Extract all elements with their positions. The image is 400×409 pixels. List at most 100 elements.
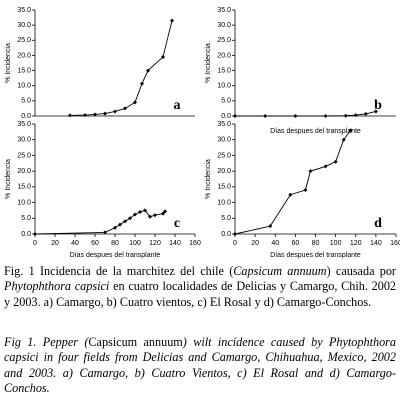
- caption-en: Fig 1. Pepper (Capsicum annuum) wilt inc…: [4, 335, 396, 396]
- data-point: [323, 164, 328, 169]
- panel-label: a: [174, 98, 181, 113]
- y-tick-label: 30.0: [217, 22, 231, 29]
- data-point: [373, 109, 378, 114]
- x-tick-label: 100: [129, 240, 141, 247]
- data-point: [143, 208, 147, 213]
- x-tick-label: 40: [271, 240, 279, 247]
- data-point: [163, 209, 167, 214]
- x-tick-label: 80: [111, 240, 119, 247]
- data-point: [170, 18, 174, 23]
- y-tick-label: 5.0: [221, 98, 231, 105]
- y-tick-label: 20.0: [217, 168, 231, 175]
- panel-label: d: [374, 216, 382, 231]
- data-point: [348, 128, 353, 133]
- y-tick-label: 10.0: [217, 83, 231, 90]
- x-tick-label: 160: [189, 240, 201, 247]
- x-tick-label: 140: [370, 240, 382, 247]
- y-tick-label: 20.0: [217, 52, 231, 59]
- caption-text: Capsicum annuum: [88, 335, 183, 349]
- data-point: [333, 159, 338, 164]
- data-point: [161, 211, 165, 216]
- data-point: [133, 212, 137, 217]
- caption-text: ) causada por: [326, 264, 396, 278]
- y-tick-label: 5.0: [221, 215, 231, 222]
- data-point: [68, 113, 72, 118]
- y-tick-label: 35.0: [17, 121, 31, 128]
- y-tick-label: 0.0: [221, 231, 231, 238]
- caption-text: Fig. 1 Incidencia de la marchitez del ch…: [4, 264, 234, 278]
- y-tick-label: 15.0: [17, 67, 31, 74]
- data-point: [33, 232, 37, 236]
- data-point: [138, 210, 142, 214]
- data-point: [161, 54, 165, 59]
- data-point: [133, 100, 137, 105]
- data-point: [233, 232, 237, 236]
- x-tick-label: 0: [33, 240, 37, 247]
- y-tick-label: 30.0: [217, 137, 231, 144]
- x-tick-label: 140: [169, 240, 181, 247]
- panel-label: b: [374, 98, 382, 113]
- caption-text: Phytophthora capsici: [4, 279, 110, 294]
- x-tick-label: 0: [233, 240, 237, 247]
- y-tick-label: 35.0: [217, 121, 231, 128]
- x-tick-label: 160: [390, 240, 400, 247]
- data-point: [83, 113, 87, 118]
- x-tick-label: 60: [291, 240, 299, 247]
- x-axis-title: Días despues del transplante: [270, 128, 361, 135]
- x-tick-label: 20: [51, 240, 59, 247]
- data-point: [268, 224, 273, 229]
- data-point: [93, 112, 97, 117]
- data-point: [118, 222, 122, 227]
- x-tick-label: 100: [330, 240, 342, 247]
- y-tick-label: 25.0: [217, 37, 231, 44]
- y-tick-label: 25.0: [17, 37, 31, 44]
- x-axis-title: Días despues del transplante: [270, 252, 361, 259]
- y-tick-label: 5.0: [21, 98, 31, 105]
- caption-es: Fig. 1 Incidencia de la marchitez del ch…: [4, 264, 396, 310]
- y-tick-label: 15.0: [217, 67, 231, 74]
- data-point: [148, 214, 152, 219]
- data-point: [103, 111, 107, 116]
- series-line: [234, 130, 352, 235]
- data-point: [113, 109, 117, 114]
- data-point: [288, 192, 293, 197]
- x-axis-title: Días despues del transplante: [70, 252, 161, 259]
- data-point: [363, 111, 368, 116]
- y-tick-label: 20.0: [17, 52, 31, 59]
- y-tick-label: 35.0: [217, 7, 231, 14]
- y-tick-label: 5.0: [21, 215, 31, 222]
- data-point: [128, 216, 132, 221]
- y-tick-label: 30.0: [17, 137, 31, 144]
- caption-text: in four fields from Delicias and Camargo…: [4, 350, 396, 395]
- x-tick-label: 120: [149, 240, 161, 247]
- data-point: [263, 114, 268, 118]
- data-point: [140, 81, 144, 86]
- data-point: [308, 169, 313, 174]
- x-tick-label: 40: [71, 240, 79, 247]
- data-point: [113, 225, 117, 230]
- y-tick-label: 10.0: [17, 199, 31, 206]
- data-point: [303, 188, 308, 192]
- y-tick-label: 10.0: [17, 83, 31, 90]
- caption-text: ) wilt incidence caused by: [182, 335, 329, 349]
- y-tick-label: 25.0: [17, 152, 31, 159]
- data-point: [323, 114, 328, 118]
- series-line: [69, 20, 173, 116]
- data-point: [353, 113, 358, 118]
- y-tick-label: 0.0: [21, 113, 31, 120]
- x-tick-label: 20: [251, 240, 259, 247]
- y-axis-title: % Incidencia: [5, 159, 12, 199]
- data-point: [123, 106, 127, 111]
- caption-text: Capsicum annuum: [233, 264, 327, 278]
- caption-text: en cuatro localidades de Delicias y Cama…: [4, 279, 397, 309]
- figure: 0.0 5.0 10.0 15.0 20.0 25.0 30.0 35.0 % Incidenc…: [5, 7, 400, 259]
- y-tick-label: 15.0: [217, 184, 231, 191]
- y-tick-label: 10.0: [217, 199, 231, 206]
- data-point: [293, 114, 298, 118]
- data-point: [153, 213, 157, 218]
- y-axis-title: % Incidencia: [205, 159, 212, 199]
- data-point: [146, 68, 150, 73]
- data-point: [123, 219, 127, 224]
- panel-label: c: [174, 216, 180, 231]
